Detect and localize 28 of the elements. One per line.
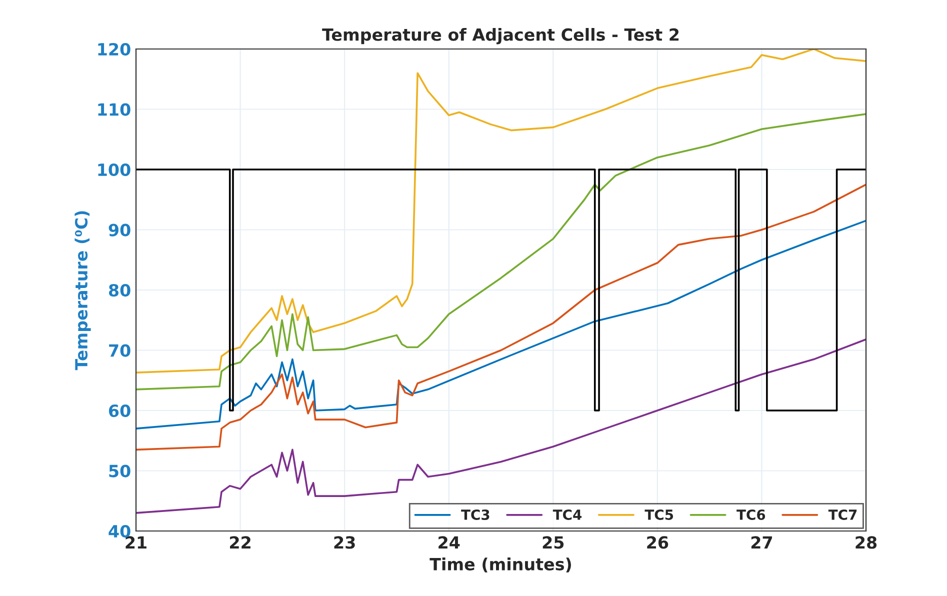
line-series [136,184,866,451]
legend-label: TC5 [644,509,674,520]
line-series [136,113,866,390]
x-tick-label: 21 [126,536,146,549]
legend-label: TC4 [552,509,582,520]
y-tick-label: 70 [109,344,130,357]
chart-title: Temperature of Adjacent Cells - Test 2 [322,28,679,44]
x-tick-label: 25 [542,536,564,549]
x-tick-label: 26 [647,536,668,549]
legend-label: TC6 [736,509,766,520]
y-tick-label: 120 [98,42,130,56]
legend-label: TC7 [828,509,857,520]
y-tick-label: 110 [98,103,130,116]
y-axis-title: Temperature (⁰C) [74,211,91,370]
y-tick-label: 90 [108,224,130,236]
line-series [136,220,866,430]
y-tick-label: 60 [108,404,130,418]
y-tick-label: 100 [98,163,130,176]
x-axis-title: Time (minutes) [430,558,571,572]
y-tick-label: 50 [109,464,130,478]
x-tick-label: 24 [438,536,460,549]
y-tick-label: 40 [108,524,130,538]
x-tick-label: 22 [230,536,250,549]
x-tick-label: 27 [751,536,772,549]
x-tick-label: 23 [334,536,355,549]
x-tick-label: 28 [856,536,877,549]
y-tick-label: 80 [108,284,130,297]
legend-label: TC3 [461,509,490,520]
